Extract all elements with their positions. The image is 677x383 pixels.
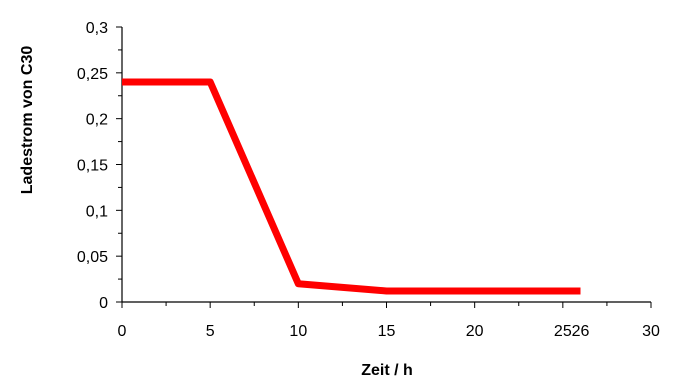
y-tick-label: 0,05 xyxy=(77,249,108,266)
y-tick-label: 0,2 xyxy=(86,112,108,129)
tick-labels: 0 5 10 15 20 25 30 26 0 0,05 0,1 0,15 0,2 0,25 0,3 xyxy=(77,20,660,340)
y-axis-title: Ladestrom von C30 xyxy=(19,46,36,195)
x-tick-label: 20 xyxy=(466,323,484,340)
y-tick-label: 0,3 xyxy=(86,20,108,37)
y-tick-label: 0 xyxy=(99,295,108,312)
x-tick-label: 0 xyxy=(118,323,127,340)
y-tick-label: 0,25 xyxy=(77,66,108,83)
x-tick-label: 25 xyxy=(554,323,572,340)
y-tick-label: 0,15 xyxy=(77,158,108,175)
x-tick-label: 30 xyxy=(642,323,660,340)
axes xyxy=(121,27,651,303)
x-tick-label: 15 xyxy=(378,323,396,340)
series xyxy=(122,78,581,295)
x-tick-label: 26 xyxy=(572,323,590,340)
ticks xyxy=(116,26,652,308)
series-line xyxy=(122,78,581,295)
x-tick-label: 5 xyxy=(206,323,215,340)
x-axis-title: Zeit / h xyxy=(361,362,413,379)
y-tick-label: 0,1 xyxy=(86,203,108,220)
x-tick-label: 10 xyxy=(289,323,307,340)
